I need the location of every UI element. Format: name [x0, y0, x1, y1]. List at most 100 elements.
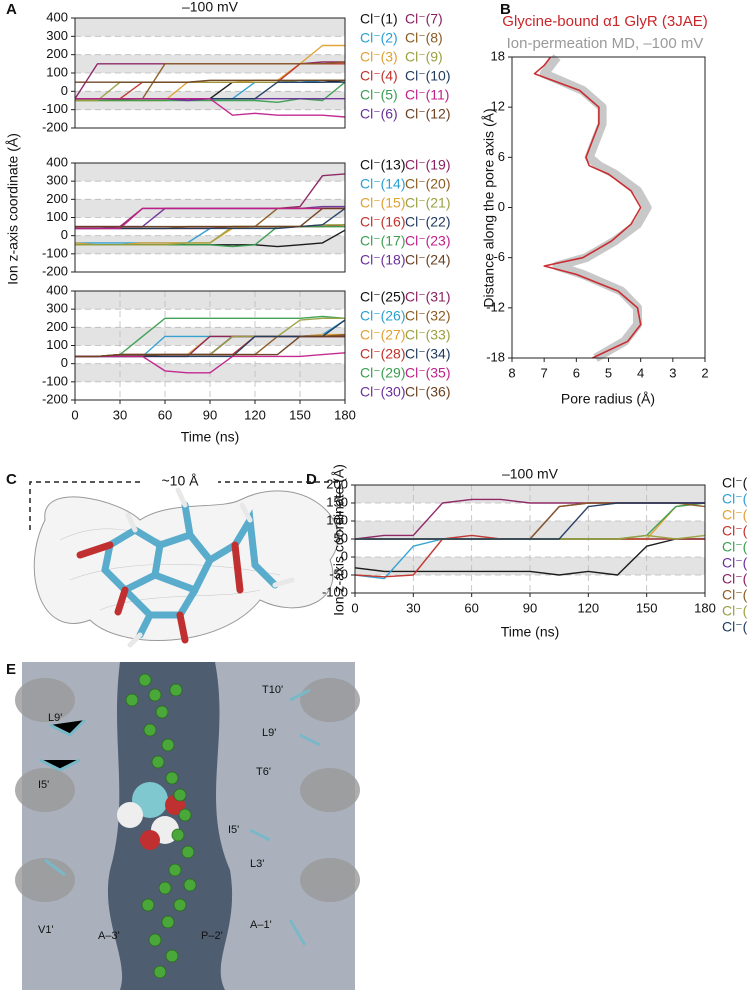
legend-entry: Cl⁻(10) — [405, 68, 451, 84]
legend-entry: Cl⁻(36) — [405, 384, 451, 400]
legend-entry: Cl⁻(13) — [360, 157, 406, 173]
y-tick-label: 200 — [46, 191, 68, 206]
legend-entry: Cl⁻(6) — [360, 106, 398, 122]
y-tick-label: 0 — [61, 355, 68, 370]
chloride-ions — [125, 673, 197, 979]
legend-entry: Cl⁻(29) — [360, 365, 406, 381]
y-tick-label: 100 — [326, 512, 348, 527]
x-tick-label: 120 — [577, 600, 599, 615]
y-tick-label: -18 — [486, 349, 505, 364]
x-axis-label: Pore radius (Å) — [561, 391, 655, 407]
series-line — [75, 98, 346, 118]
y-tick-label: 12 — [491, 99, 505, 114]
y-tick-label: 200 — [326, 476, 348, 491]
legend-entry: Cl⁻(26) — [360, 308, 406, 324]
band — [75, 18, 345, 37]
x-tick-label: 5 — [605, 365, 612, 380]
legend-entry: Cl⁻(4) — [722, 523, 747, 539]
legend-entry: Cl⁻(11) — [405, 87, 449, 103]
legend-entry: Cl⁻(12) — [405, 106, 451, 122]
band — [75, 291, 345, 310]
y-tick-label: 100 — [46, 64, 68, 79]
y-tick-label: 6 — [498, 149, 505, 164]
y-tick-label: -200 — [42, 119, 68, 134]
residue-label: P–2' — [201, 930, 223, 942]
molecule-panel: ~10 Å — [29, 472, 341, 648]
y-tick-label: 200 — [46, 319, 68, 334]
x-tick-label: 150 — [289, 407, 311, 422]
residue-label: A–3' — [98, 930, 120, 942]
y-tick-label: 400 — [46, 154, 68, 169]
x-tick-label: 30 — [406, 600, 420, 615]
legend-entry: Cl⁻(10) — [722, 619, 747, 635]
scale-label: ~10 Å — [162, 473, 200, 489]
plot: -18 -12 -6 0 6 12 18 8 7 6 5 4 3 2 Glycine-bound α1 Gl… — [481, 13, 709, 407]
residue-label: I5' — [38, 779, 49, 791]
y-tick-label: -12 — [486, 299, 505, 314]
plot: -200 -100 0 100 200 300 400 Cl⁻(13) Cl⁻(14) Cl⁻(1… — [5, 133, 451, 285]
plot-frame — [511, 56, 706, 359]
x-tick-label: 90 — [203, 407, 217, 422]
plot: -100 -50 0 50 100 150 200 0 30 60 90 120 150 180 Cl⁻(1… — [322, 464, 747, 640]
x-tick-label: 90 — [523, 600, 537, 615]
y-tick-label: 400 — [46, 282, 68, 297]
y-tick-label: 50 — [334, 530, 348, 545]
x-tick-label: 120 — [244, 407, 266, 422]
legend-entry: Cl⁻(9) — [722, 603, 747, 619]
plot-frame — [74, 162, 346, 273]
y-tick-label: 200 — [46, 46, 68, 61]
y-tick-label: 0 — [498, 199, 505, 214]
x-tick-label: 180 — [334, 407, 356, 422]
legend-entry: Cl⁻(24) — [405, 252, 451, 268]
legend-entry: Cl⁻(4) — [360, 68, 398, 84]
y-axis-label: Ion z-axis coordinate (Å) — [5, 133, 21, 285]
legend-entry: Cl⁻(25) — [360, 289, 406, 305]
y-tick-label: 100 — [46, 337, 68, 352]
surface-mesh — [33, 490, 339, 641]
y-axis-label: Distance along the pore axis (Å) — [481, 108, 497, 307]
legend-entry: Cl⁻(27) — [360, 327, 406, 343]
side-chains — [39, 688, 321, 946]
y-tick-label: 100 — [46, 209, 68, 224]
y-tick-label: -200 — [42, 263, 68, 278]
legend-entry: Cl⁻(22) — [405, 214, 451, 230]
legend-entry: Cl⁻(1) — [722, 475, 747, 491]
legend-entry: Cl⁻(23) — [405, 233, 451, 249]
legend-entry: Cl⁻(16) — [360, 214, 406, 230]
y-tick-label: 0 — [341, 548, 348, 563]
x-tick-label: 3 — [669, 365, 676, 380]
legend-entry: Ion-permeation MD, –100 mV — [507, 35, 704, 52]
x-tick-label: 4 — [637, 365, 644, 380]
residue-label: V1' — [38, 924, 54, 936]
chart-title: –100 mV — [502, 466, 559, 482]
y-tick-label: 0 — [61, 227, 68, 242]
legend-entry: Cl⁻(14) — [360, 176, 406, 192]
legend-entry: Cl⁻(33) — [405, 327, 451, 343]
x-tick-label: 8 — [508, 365, 515, 380]
legend-entry: Cl⁻(21) — [405, 195, 451, 211]
band — [355, 485, 705, 503]
plot: -200 -100 0 100 200 300 400 Cl⁻(1) Cl⁻(2) Cl⁻(3) C… — [42, 0, 451, 134]
residue-label: L9' — [48, 712, 62, 724]
residue-label: T6' — [256, 766, 271, 778]
residue-label: L3' — [250, 858, 264, 870]
y-tick-label: 300 — [46, 28, 68, 43]
residue-label: A–1' — [250, 919, 272, 931]
plot-frame — [74, 17, 346, 129]
series-line — [354, 538, 705, 576]
series-line — [75, 207, 345, 230]
y-tick-label: -6 — [493, 249, 505, 264]
legend-entry: Cl⁻(6) — [722, 555, 747, 571]
legend-entry: Cl⁻(20) — [405, 176, 451, 192]
legend-entry: Cl⁻(32) — [405, 308, 451, 324]
y-tick-label: -100 — [42, 245, 68, 260]
y-tick-label: 18 — [491, 48, 505, 63]
label-bg — [142, 472, 218, 492]
legend-entry: Cl⁻(1) — [360, 11, 398, 27]
legend-entry: Cl⁻(35) — [405, 365, 451, 381]
legend-entry: Cl⁻(7) — [722, 571, 747, 587]
x-axis-label: Time (ns) — [181, 429, 240, 445]
legend-entry: Cl⁻(3) — [722, 507, 747, 523]
panel-letter: C — [6, 471, 17, 488]
